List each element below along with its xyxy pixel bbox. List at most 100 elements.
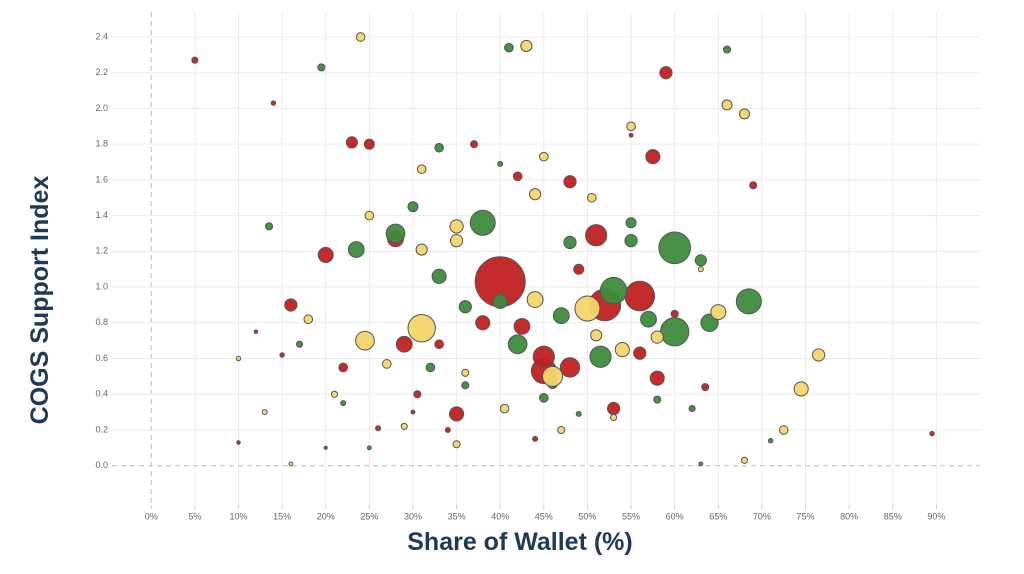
bubble	[590, 329, 603, 342]
bubble	[542, 365, 564, 387]
x-tick-label: 80%	[840, 511, 858, 521]
bubble	[538, 392, 549, 403]
bubble	[532, 435, 539, 442]
bubble	[735, 288, 762, 315]
bubble	[767, 437, 774, 444]
x-tick-label: 0%	[145, 511, 158, 521]
y-axis-title: COGS Support Index	[26, 176, 54, 425]
bubble	[492, 293, 508, 309]
x-tick-label: 25%	[360, 511, 378, 521]
bubble	[512, 171, 523, 182]
x-tick-label: 55%	[622, 511, 640, 521]
bubble	[317, 246, 334, 263]
x-tick-label: 10%	[229, 511, 247, 521]
bubble	[625, 217, 637, 229]
bubble	[649, 370, 665, 386]
y-tick-label: 0.4	[95, 389, 108, 399]
bubble	[721, 99, 733, 111]
bubble	[507, 334, 528, 355]
bubble	[338, 362, 349, 373]
bubble	[347, 241, 365, 258]
bubble	[270, 100, 277, 106]
bubble	[520, 39, 533, 53]
bubble	[449, 234, 464, 248]
bubble	[529, 188, 542, 201]
bubble	[504, 42, 514, 53]
bubble	[778, 425, 789, 435]
bubble	[660, 317, 690, 347]
bubble	[191, 56, 199, 64]
bubble	[449, 406, 465, 422]
bubble	[552, 307, 570, 325]
bubble	[628, 132, 634, 138]
bubble	[288, 461, 294, 467]
bubble	[688, 404, 696, 413]
bubble	[497, 160, 504, 167]
bubble	[235, 355, 242, 362]
bubble	[410, 409, 416, 415]
bubble	[434, 339, 444, 350]
bubble	[626, 121, 636, 132]
bubble	[573, 263, 585, 275]
bubble	[264, 222, 274, 231]
x-tick-label: 90%	[927, 511, 945, 521]
bubble	[694, 254, 707, 267]
bubble	[469, 209, 496, 236]
bubble	[284, 298, 298, 312]
x-axis-title: Share of Wallet (%)	[407, 528, 633, 556]
bubble	[650, 330, 664, 344]
bubble	[279, 352, 285, 358]
bubble	[416, 164, 427, 175]
bubble	[381, 359, 392, 369]
y-tick-label: 1.2	[95, 246, 108, 256]
bubble	[407, 201, 419, 213]
bubble	[395, 335, 413, 353]
y-tick-label: 2.2	[95, 67, 108, 77]
bubble	[317, 63, 326, 72]
bubble	[449, 219, 464, 234]
bubble	[461, 381, 470, 390]
x-tick-label: 5%	[188, 511, 201, 521]
bubble	[645, 149, 661, 165]
bubble	[366, 445, 372, 451]
x-tick-label: 30%	[404, 511, 422, 521]
bubble	[236, 440, 241, 445]
bubble	[330, 390, 339, 398]
x-tick-label: 20%	[317, 511, 335, 521]
bubble	[444, 426, 451, 433]
bubble	[585, 224, 608, 247]
bubble	[586, 192, 597, 203]
bubble	[425, 362, 436, 373]
bubble	[738, 108, 750, 120]
bubble	[458, 300, 472, 314]
y-tick-label: 0.6	[95, 353, 108, 363]
bubble	[363, 138, 375, 150]
bubble	[697, 266, 704, 273]
bubble	[740, 456, 749, 464]
bubble	[929, 430, 935, 437]
y-tick-label: 1.4	[95, 210, 108, 220]
bubble	[670, 309, 679, 318]
x-tick-label: 75%	[797, 511, 815, 521]
bubble	[407, 313, 436, 343]
bubble	[431, 268, 447, 284]
bubble	[698, 461, 704, 467]
y-tick-label: 1.0	[95, 281, 108, 291]
bubble	[469, 140, 479, 149]
bubble	[701, 383, 710, 392]
y-tick-label: 0.8	[95, 317, 108, 327]
y-tick-label: 0.2	[95, 424, 108, 434]
bubble	[749, 181, 758, 190]
bubble	[461, 368, 470, 377]
y-tick-label: 1.8	[95, 139, 108, 149]
bubble	[413, 390, 422, 399]
x-tick-label: 40%	[491, 511, 509, 521]
bubble	[722, 45, 732, 54]
bubbles	[191, 32, 935, 467]
x-tick-label: 15%	[273, 511, 291, 521]
y-tick-label: 2.4	[95, 31, 108, 41]
bubble	[295, 340, 304, 348]
bubble	[811, 348, 826, 362]
bubble	[385, 223, 406, 244]
